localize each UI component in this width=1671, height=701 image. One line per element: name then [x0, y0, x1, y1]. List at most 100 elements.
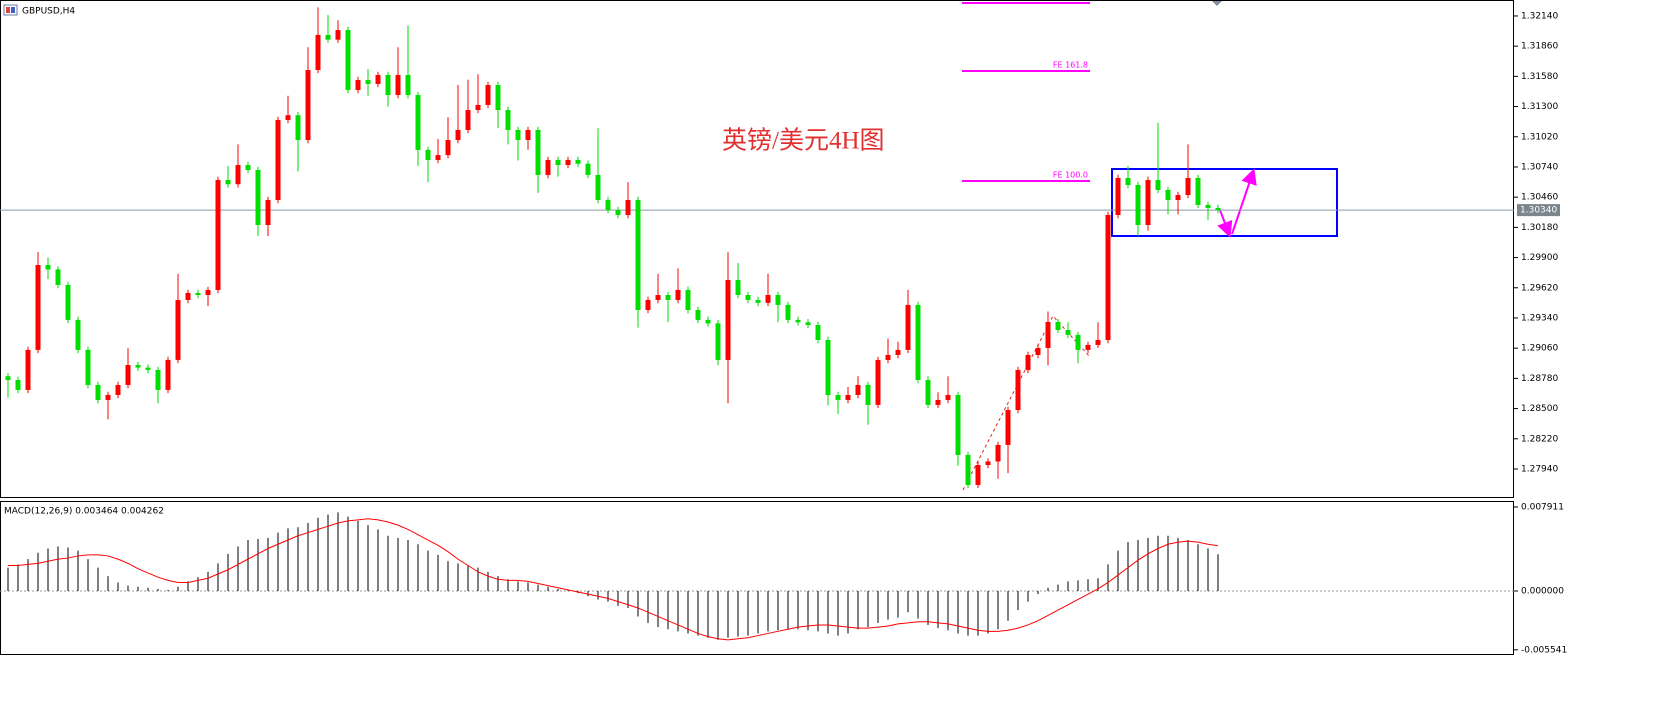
- y-tick-label: 1.31860: [1521, 42, 1558, 52]
- candle-body: [75, 319, 81, 350]
- candle-body: [515, 129, 521, 141]
- candle-body: [445, 140, 451, 156]
- candle-body: [885, 354, 891, 360]
- candle-body: [975, 464, 981, 485]
- candle-body: [355, 80, 361, 90]
- candle-body: [925, 379, 931, 405]
- candle-body: [715, 323, 721, 360]
- candle-body: [625, 199, 631, 215]
- candle-body: [395, 74, 401, 96]
- fe-label: FE 161.8: [1053, 60, 1088, 69]
- y-tick-label: 1.30180: [1521, 223, 1558, 233]
- y-tick-label: 1.30460: [1521, 193, 1558, 203]
- candle-body: [615, 210, 621, 215]
- candle-body: [275, 119, 281, 200]
- shift-marker: [1212, 1, 1222, 6]
- candle-body: [1165, 189, 1171, 200]
- indicator-title: MACD(12,26,9) 0.003464 0.004262: [4, 507, 164, 517]
- y-tick-label: 1.28220: [1521, 434, 1558, 444]
- candle-body: [735, 280, 741, 296]
- candle-body: [1185, 177, 1191, 196]
- y-tick-label: 0.000000: [1521, 586, 1564, 596]
- candle-body: [815, 324, 821, 340]
- candle-body: [1205, 204, 1211, 208]
- candle-body: [635, 199, 641, 310]
- candle-body: [1025, 354, 1031, 370]
- candle-body: [745, 295, 751, 300]
- candle-body: [555, 159, 561, 166]
- candle-body: [185, 292, 191, 300]
- candle-body: [535, 129, 541, 175]
- candle-body: [455, 129, 461, 141]
- candle-body: [865, 384, 871, 405]
- symbol-icon: [3, 4, 18, 16]
- current-price-tag: [1517, 204, 1560, 217]
- candle-body: [875, 359, 881, 405]
- candle-body: [665, 295, 671, 300]
- candle-body: [1145, 180, 1151, 226]
- candle-body: [565, 159, 571, 166]
- candle-body: [155, 369, 161, 390]
- y-tick-label: 1.29060: [1521, 344, 1558, 354]
- candle-body: [1135, 184, 1141, 226]
- candle-body: [1065, 329, 1071, 335]
- candle-body: [425, 149, 431, 160]
- y-tick-label: 1.31580: [1521, 72, 1558, 82]
- candle-body: [175, 299, 181, 360]
- y-tick-label: 0.007911: [1521, 502, 1564, 512]
- candle-body: [845, 394, 851, 400]
- candle-body: [45, 265, 51, 270]
- candle-body: [755, 299, 761, 303]
- candle-body: [775, 295, 781, 305]
- candle-body: [645, 299, 651, 310]
- candle-body: [1215, 207, 1221, 211]
- signal-line: [8, 518, 1219, 641]
- candle-body: [995, 444, 1001, 462]
- candle-body: [1055, 321, 1061, 330]
- candle-body: [245, 165, 251, 170]
- candle-body: [495, 84, 501, 111]
- candle-body: [675, 289, 681, 300]
- symbol-icon: [11, 7, 15, 13]
- candle-body: [915, 304, 921, 380]
- candle-body: [5, 376, 11, 380]
- candle-body: [195, 292, 201, 296]
- candle-body: [25, 349, 31, 390]
- candle-body: [655, 295, 661, 300]
- candle-body: [1195, 177, 1201, 205]
- y-tick-label: 1.27940: [1521, 464, 1558, 474]
- candle-body: [415, 95, 421, 150]
- fe-label: FE 100.0: [1053, 170, 1088, 179]
- candle-body: [345, 29, 351, 90]
- candle-body: [585, 163, 591, 175]
- y-tick-label: 1.28500: [1521, 404, 1558, 414]
- candle-body: [605, 199, 611, 211]
- candle-body: [165, 359, 171, 390]
- candle-body: [1035, 347, 1041, 355]
- candle-body: [965, 454, 971, 485]
- candle-body: [365, 80, 371, 84]
- candle-body: [15, 379, 21, 390]
- forecast-arrow: [1217, 209, 1233, 238]
- candle-body: [135, 365, 141, 368]
- candle-body: [835, 394, 841, 400]
- candle-body: [485, 84, 491, 105]
- candle-body: [705, 319, 711, 324]
- price-panel: [0, 0, 1514, 498]
- candle-body: [695, 309, 701, 320]
- candle-body: [785, 304, 791, 320]
- y-tick-label: 1.30740: [1521, 162, 1558, 172]
- candle-body: [95, 384, 101, 400]
- candle-body: [375, 74, 381, 84]
- y-tick-label: 1.32140: [1521, 11, 1558, 21]
- candle-body: [855, 384, 861, 395]
- candle-body: [685, 289, 691, 310]
- candle-body: [765, 295, 771, 303]
- forecast-arrow: [1231, 168, 1257, 235]
- y-tick-label: 1.29620: [1521, 283, 1558, 293]
- candle-body: [1175, 195, 1181, 200]
- fibo-expansion: [962, 315, 1091, 491]
- candle-body: [235, 165, 241, 185]
